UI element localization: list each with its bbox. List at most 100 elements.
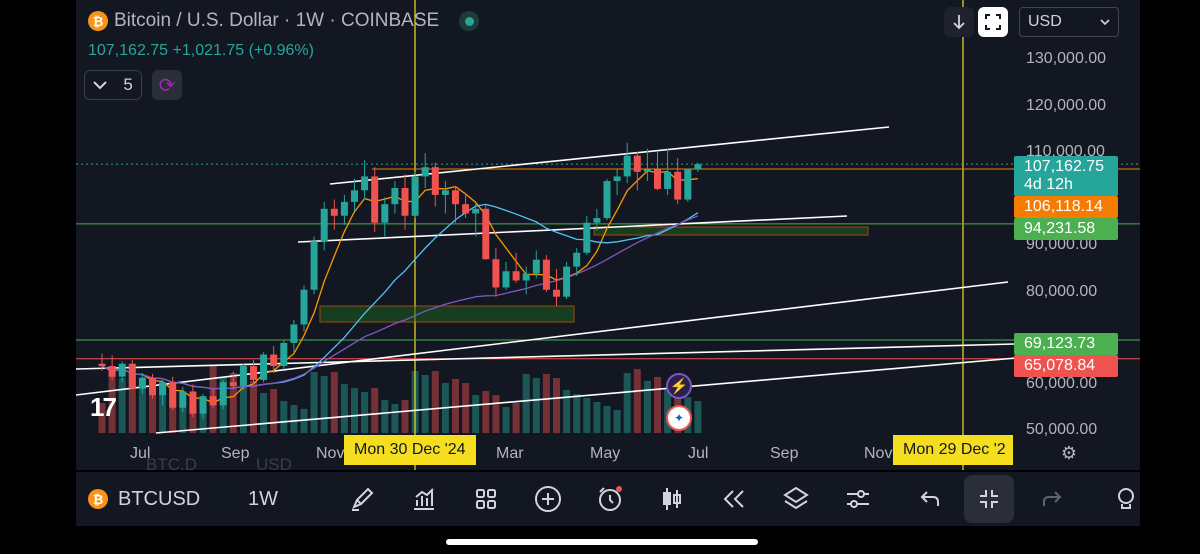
demand-zone	[319, 305, 575, 323]
trend-line	[76, 343, 1015, 370]
fullscreen-button[interactable]	[978, 7, 1008, 37]
candle-body	[138, 377, 146, 389]
candle-body	[431, 167, 439, 195]
redo-icon[interactable]	[1034, 472, 1070, 526]
candle-body	[613, 176, 621, 182]
volume-bar	[654, 377, 661, 433]
volume-bar	[340, 384, 348, 433]
trend-line	[76, 281, 1009, 396]
volume-bar	[310, 372, 318, 433]
candle-body	[573, 252, 581, 267]
volume-bar	[492, 395, 500, 433]
brush-icon[interactable]	[344, 472, 380, 526]
currency-select[interactable]: USD	[1019, 7, 1119, 37]
layers-icon[interactable]	[778, 472, 814, 526]
chart-bars-icon[interactable]	[406, 472, 442, 526]
bottom-toolbar: ₿ BTCUSD 1W	[76, 472, 1140, 526]
candle-body	[310, 241, 318, 290]
volume-bar	[553, 378, 560, 433]
candle-body	[108, 366, 116, 377]
assistant-icon[interactable]	[1110, 472, 1140, 526]
candle-body	[542, 259, 550, 290]
candle-body	[340, 201, 348, 216]
candle-body	[522, 273, 530, 281]
ghost-symbol: BTC.D	[146, 455, 197, 474]
price-axis-label: 60,000.00	[1026, 375, 1098, 392]
bar-countdown: 4d 12h	[1024, 176, 1073, 193]
volume-bar	[149, 382, 156, 433]
candle-body	[159, 382, 167, 396]
refresh-indicator-icon[interactable]: ⟳	[152, 70, 182, 100]
volume-bar	[320, 376, 328, 433]
volume-bar	[573, 394, 581, 433]
candle-body	[371, 176, 379, 223]
collapse-icon[interactable]	[964, 475, 1014, 523]
volume-bar	[603, 406, 611, 433]
volume-bar	[391, 404, 399, 433]
last-price-tag: 107,162.75 4d 12h	[1014, 156, 1118, 196]
candle-body	[300, 289, 308, 325]
candle-body	[583, 222, 591, 253]
symbol-header[interactable]: ₿ Bitcoin / U.S. Dollar · 1W · COINBASE	[88, 10, 480, 32]
level-price-tag: 69,123.73	[1014, 333, 1118, 355]
time-axis-label: Nov	[864, 445, 893, 462]
candles-icon[interactable]	[654, 472, 690, 526]
time-axis-label: Sep	[221, 445, 250, 462]
trend-line	[329, 126, 890, 185]
us-flag-event-icon[interactable]: ✦	[666, 405, 692, 431]
candle-body	[179, 391, 187, 408]
indicators-toggle[interactable]: 5	[84, 70, 142, 100]
earnings-event-icon[interactable]: ⚡	[666, 373, 692, 399]
candle-body	[411, 176, 419, 216]
moving-average-line	[101, 215, 699, 390]
candle-body	[98, 363, 106, 367]
undo-icon[interactable]	[912, 472, 948, 526]
candle-body	[290, 324, 298, 343]
volume-bar	[563, 390, 571, 433]
candle-body	[684, 169, 692, 200]
candle-body	[502, 271, 510, 288]
chevron-down-icon	[93, 81, 107, 90]
volume-bar	[421, 375, 429, 433]
chart-pane[interactable]: ₿ Bitcoin / U.S. Dollar · 1W · COINBASE …	[76, 0, 1140, 470]
tradingview-logo: 17	[90, 392, 117, 422]
trend-line	[155, 357, 1017, 434]
price-axis-label: 90,000.00	[1026, 236, 1098, 253]
candle-body	[633, 155, 641, 172]
level-price-tag: 65,078.84	[1014, 355, 1118, 377]
currency-value: USD	[1028, 13, 1062, 30]
volume-bar	[260, 393, 268, 433]
volume-bar	[452, 379, 459, 433]
volume-bar	[502, 407, 510, 433]
price-chart[interactable]	[76, 0, 1140, 470]
volume-bar	[522, 374, 530, 433]
price-axis-label: 120,000.00	[1026, 97, 1107, 114]
time-axis-label: Jul	[130, 445, 151, 462]
settings-icon[interactable]: ⚙	[1060, 442, 1078, 463]
symbol-button[interactable]: ₿ BTCUSD	[88, 472, 200, 526]
sliders-icon[interactable]	[840, 472, 876, 526]
candle-body	[563, 266, 571, 297]
volume-bar	[512, 403, 520, 433]
market-status-icon[interactable]	[459, 11, 480, 31]
symbol-title[interactable]: Bitcoin / U.S. Dollar · 1W · COINBASE	[114, 10, 440, 31]
alarm-icon[interactable]	[592, 472, 628, 526]
volume-bar	[239, 385, 247, 433]
volume-bar	[159, 394, 167, 433]
volume-bar	[300, 409, 308, 433]
candle-body	[118, 363, 126, 377]
candle-body	[381, 204, 389, 223]
volume-bar	[371, 388, 379, 433]
rewind-icon[interactable]	[716, 472, 752, 526]
add-circle-icon[interactable]	[530, 472, 566, 526]
indicator-controls: 5 ⟳	[84, 70, 182, 100]
scroll-to-latest-button[interactable]	[944, 7, 974, 37]
volume-bar	[462, 383, 470, 433]
candle-body	[391, 188, 399, 205]
candle-body	[623, 155, 631, 177]
crosshair-date-tag: Mon 30 Dec '24	[344, 435, 476, 465]
candle-body	[239, 366, 247, 386]
apps-grid-icon[interactable]	[468, 472, 504, 526]
interval-button[interactable]: 1W	[248, 487, 278, 510]
